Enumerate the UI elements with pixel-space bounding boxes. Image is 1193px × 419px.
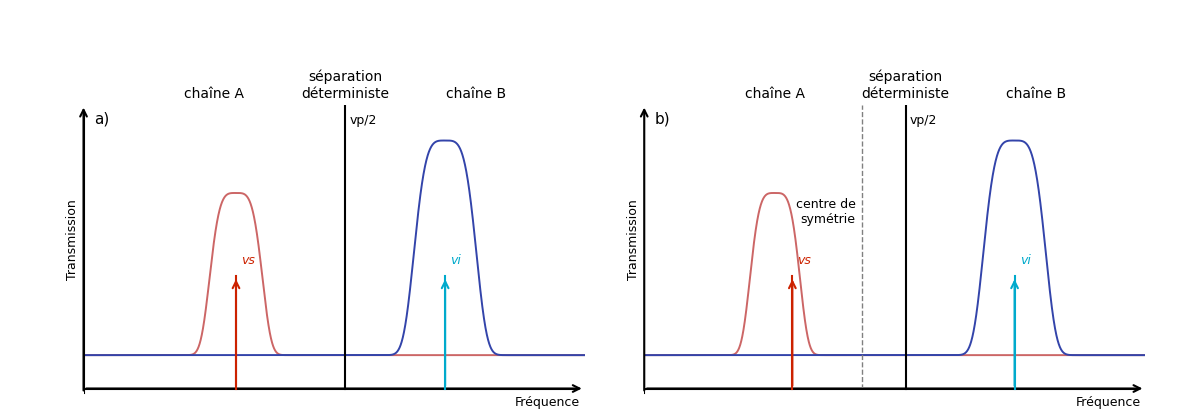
Text: séparation
déterministe: séparation déterministe [301, 70, 389, 101]
Text: chaîne A: chaîne A [744, 87, 805, 101]
Text: Fréquence: Fréquence [1076, 396, 1141, 409]
Text: centre de
symétrie: centre de symétrie [796, 198, 855, 226]
Text: chaîne A: chaîne A [184, 87, 245, 101]
Text: chaîne B: chaîne B [1006, 87, 1067, 101]
Text: vs: vs [798, 254, 811, 267]
Text: vs: vs [241, 254, 255, 267]
Text: chaîne B: chaîne B [445, 87, 506, 101]
Text: vi: vi [1020, 254, 1031, 267]
Text: séparation
déterministe: séparation déterministe [861, 70, 950, 101]
Text: vp/2: vp/2 [350, 114, 377, 127]
Text: Fréquence: Fréquence [515, 396, 580, 409]
Text: b): b) [655, 112, 670, 127]
Text: Transmission: Transmission [626, 199, 639, 280]
Text: vp/2: vp/2 [910, 114, 938, 127]
Text: a): a) [94, 112, 110, 127]
Text: vi: vi [451, 254, 462, 267]
Text: Transmission: Transmission [66, 199, 79, 280]
